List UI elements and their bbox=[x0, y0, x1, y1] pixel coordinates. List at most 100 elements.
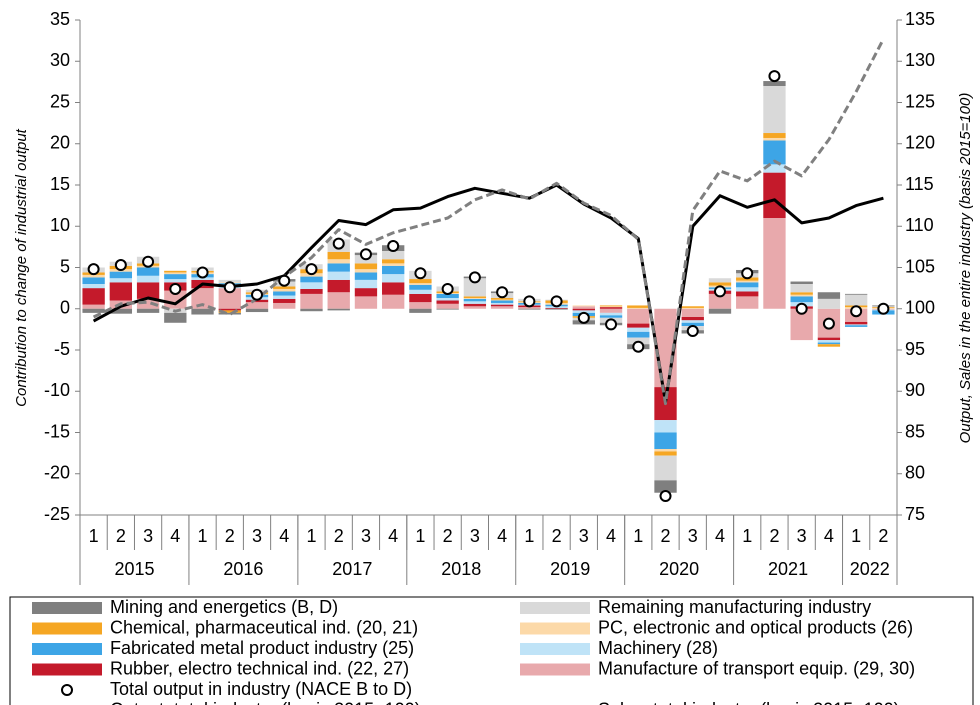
year-label: 2019 bbox=[550, 559, 590, 579]
bar-segment bbox=[763, 172, 786, 218]
bar-segment bbox=[245, 302, 269, 309]
legend-swatch bbox=[32, 602, 102, 614]
bar-segment bbox=[245, 308, 269, 313]
bar-segment bbox=[463, 301, 487, 304]
y-tick-label: 0 bbox=[60, 298, 70, 318]
bar-segment bbox=[218, 279, 241, 283]
y2-axis-label: Output, Sales in the entire industry (ba… bbox=[957, 93, 974, 444]
bar-segment bbox=[490, 299, 514, 301]
bar-segment bbox=[763, 140, 786, 165]
y-tick-label: 25 bbox=[50, 91, 70, 111]
bar-segment bbox=[82, 274, 105, 278]
bar-segment bbox=[790, 308, 813, 341]
bar-segment bbox=[82, 288, 105, 305]
bar-segment bbox=[82, 277, 105, 284]
x-tick-label: 1 bbox=[633, 526, 643, 546]
legend-swatch bbox=[32, 663, 102, 676]
y2-tick-label: 125 bbox=[905, 91, 935, 111]
total-marker bbox=[87, 263, 100, 276]
bar-segment bbox=[245, 299, 269, 303]
bar-segment bbox=[382, 282, 405, 295]
bar-segment bbox=[463, 278, 487, 297]
bar-segment bbox=[354, 296, 378, 309]
y-tick-label: 35 bbox=[50, 9, 70, 29]
total-marker bbox=[196, 266, 209, 279]
bar-segment bbox=[436, 308, 459, 310]
bar-segment bbox=[599, 315, 623, 318]
y-tick-label: -5 bbox=[54, 339, 70, 359]
bar-segment bbox=[627, 323, 650, 328]
total-marker bbox=[169, 282, 182, 295]
x-tick-label: 2 bbox=[443, 526, 453, 546]
y2-tick-label: 110 bbox=[905, 215, 934, 235]
legend-swatch bbox=[520, 602, 590, 614]
bar-segment bbox=[300, 288, 323, 294]
total-marker bbox=[877, 302, 890, 315]
bar-segment bbox=[790, 294, 813, 297]
bar-segment bbox=[164, 290, 187, 309]
bar-segment bbox=[164, 312, 187, 323]
bar-segment bbox=[844, 325, 868, 327]
bar-segment bbox=[382, 265, 405, 275]
bar-segment bbox=[736, 280, 759, 283]
bar-segment bbox=[763, 81, 786, 86]
legend-label: Machinery (28) bbox=[598, 638, 718, 658]
bar-segment bbox=[817, 344, 841, 347]
bar-segment bbox=[736, 296, 759, 309]
bar-segment bbox=[300, 282, 323, 289]
bar-segment bbox=[164, 274, 187, 280]
bar-segment bbox=[109, 282, 133, 301]
bar-segment bbox=[572, 305, 595, 307]
year-label: 2020 bbox=[659, 559, 699, 579]
bar-segment bbox=[327, 271, 350, 280]
legend-label: Sales, total industry (basis 2015=100) bbox=[598, 699, 900, 705]
bar-segment bbox=[136, 298, 160, 309]
x-tick-label: 1 bbox=[851, 526, 861, 546]
bar-segment bbox=[518, 307, 541, 309]
x-tick-label: 4 bbox=[497, 526, 507, 546]
bar-segment bbox=[763, 164, 786, 173]
x-tick-label: 1 bbox=[89, 526, 99, 546]
legend-swatch bbox=[520, 643, 590, 655]
x-tick-label: 4 bbox=[388, 526, 398, 546]
bar-segment bbox=[82, 304, 105, 309]
total-marker bbox=[359, 248, 372, 261]
bar-segment bbox=[82, 284, 105, 289]
bar-segment bbox=[354, 272, 378, 280]
x-tick-label: 4 bbox=[279, 526, 289, 546]
bar-segment bbox=[354, 279, 378, 289]
bar-segment bbox=[708, 278, 732, 283]
bar-segment bbox=[273, 288, 296, 292]
total-marker bbox=[142, 255, 155, 268]
bar-segment bbox=[409, 284, 432, 290]
bar-segment bbox=[763, 137, 786, 141]
bar-segment bbox=[681, 320, 704, 323]
bar-segment bbox=[681, 306, 704, 308]
y-tick-label: 5 bbox=[60, 256, 70, 276]
y-tick-label: 20 bbox=[50, 133, 70, 153]
y2-tick-label: 100 bbox=[905, 298, 935, 318]
total-marker bbox=[822, 317, 835, 330]
bar-segment bbox=[218, 312, 241, 315]
bar-segment bbox=[273, 286, 296, 289]
x-tick-label: 2 bbox=[769, 526, 779, 546]
bar-segment bbox=[82, 308, 105, 313]
bar-segment bbox=[708, 282, 732, 286]
bar-segment bbox=[681, 308, 704, 317]
year-label: 2021 bbox=[768, 559, 808, 579]
legend-marker bbox=[61, 684, 73, 696]
year-label: 2015 bbox=[114, 559, 154, 579]
y-tick-label: 10 bbox=[50, 215, 70, 235]
year-label: 2016 bbox=[223, 559, 263, 579]
x-tick-label: 4 bbox=[606, 526, 616, 546]
total-marker bbox=[741, 267, 754, 280]
bar-segment bbox=[436, 300, 459, 304]
bar-segment bbox=[191, 308, 214, 315]
bar-segment bbox=[463, 296, 487, 299]
x-tick-label: 3 bbox=[688, 526, 698, 546]
bar-segment bbox=[736, 291, 759, 297]
bar-segment bbox=[327, 308, 350, 311]
bar-segment bbox=[109, 308, 133, 314]
x-tick-label: 3 bbox=[797, 526, 807, 546]
bar-segment bbox=[327, 259, 350, 264]
